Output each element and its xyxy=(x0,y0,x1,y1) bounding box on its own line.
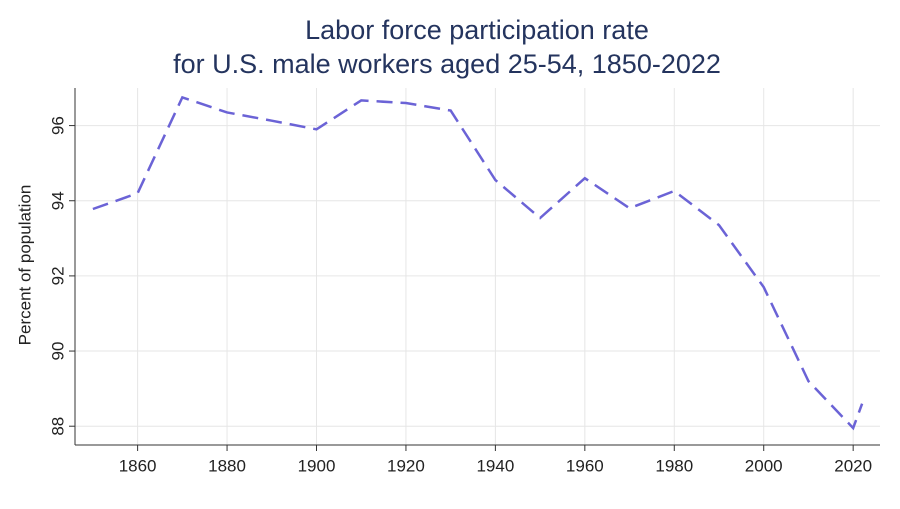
x-tick-label: 1860 xyxy=(119,456,157,475)
x-tick-label: 1900 xyxy=(298,456,336,475)
y-tick-label: 92 xyxy=(48,266,67,285)
x-tick-label: 1980 xyxy=(655,456,693,475)
x-tick-label: 1940 xyxy=(476,456,514,475)
line-series xyxy=(92,95,864,431)
x-tick-label: 1880 xyxy=(208,456,246,475)
chart-title: Labor force participation rate xyxy=(305,15,649,45)
x-tick-label: 1920 xyxy=(387,456,425,475)
x-tick-label: 2000 xyxy=(745,456,783,475)
chart-title: for U.S. male workers aged 25-54, 1850-2… xyxy=(173,49,721,79)
y-tick-label: 96 xyxy=(48,116,67,135)
y-axis-label: Percent of population xyxy=(15,185,34,346)
y-tick-label: 88 xyxy=(48,417,67,436)
y-tick-label: 90 xyxy=(48,342,67,361)
y-tick-label: 94 xyxy=(48,191,67,210)
x-tick-label: 2020 xyxy=(834,456,872,475)
x-tick-label: 1960 xyxy=(566,456,604,475)
